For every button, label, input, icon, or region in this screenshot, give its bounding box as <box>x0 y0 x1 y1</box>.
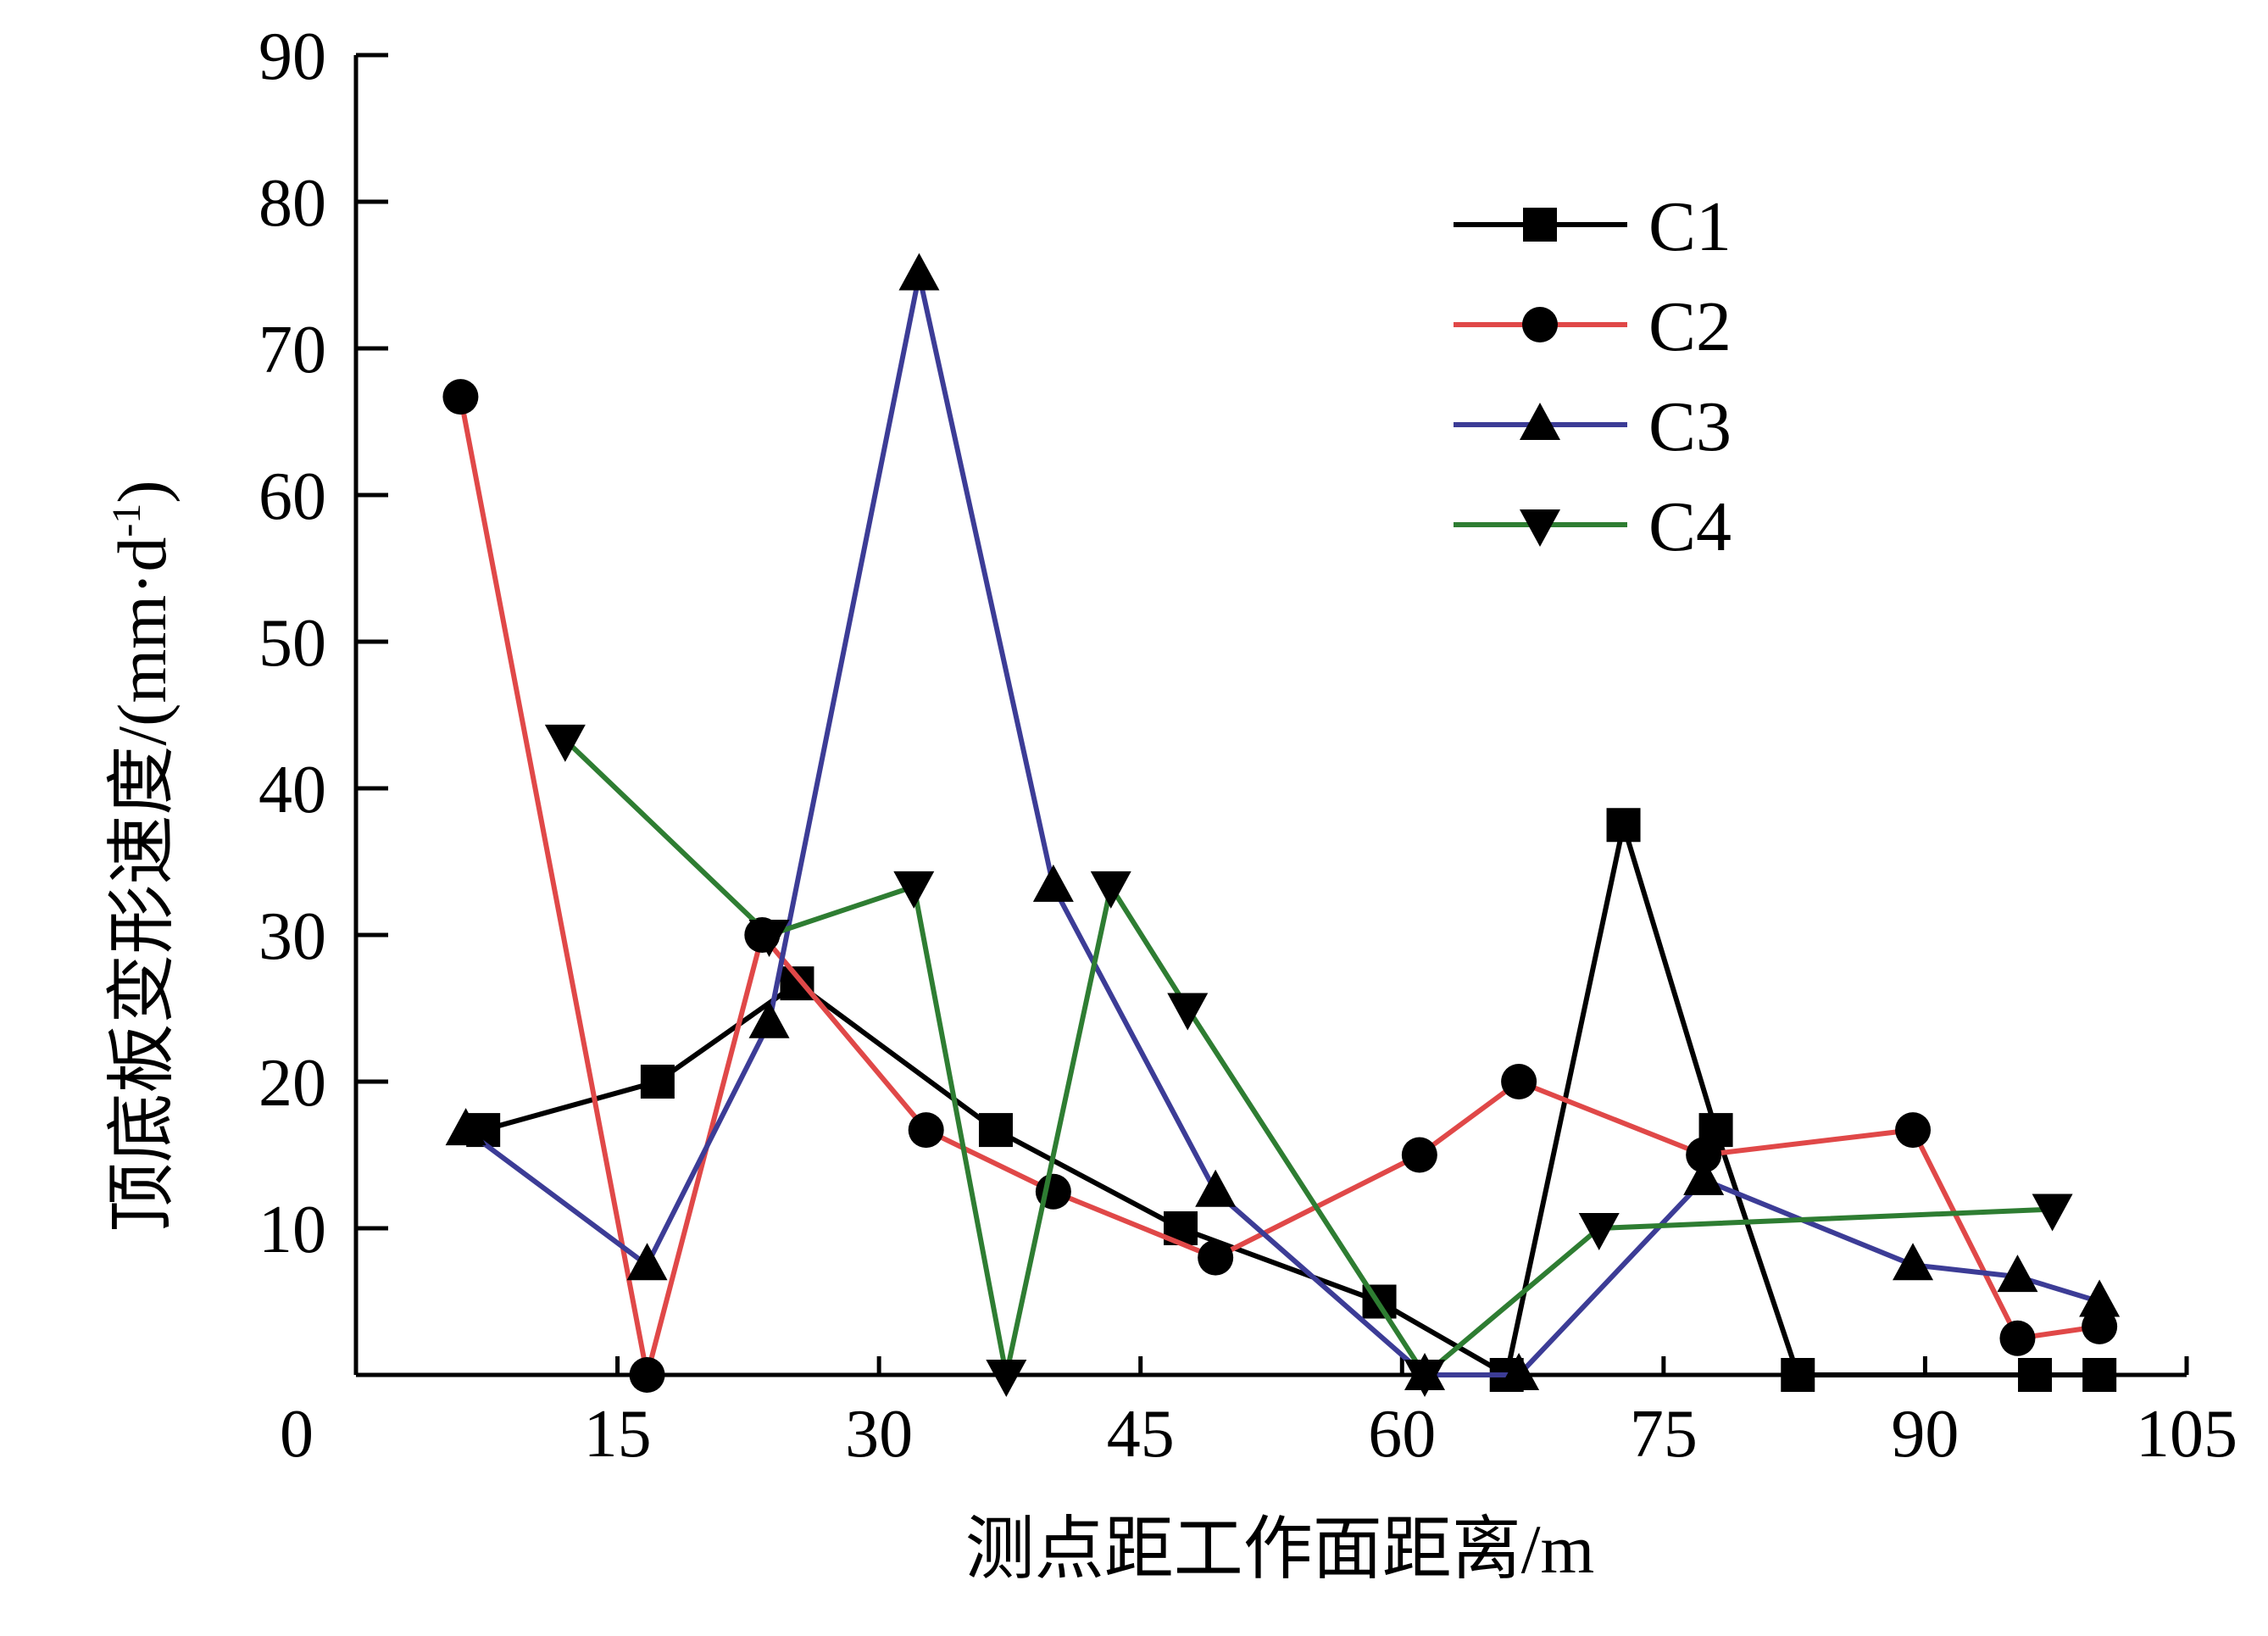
series-c3-line <box>464 272 2100 1377</box>
legend-label: C1 <box>1648 187 1732 266</box>
series-c1-point <box>978 1113 1013 1148</box>
series-c1-point <box>2018 1358 2053 1392</box>
series-c4-point <box>1090 871 1131 909</box>
series-c2-point <box>2082 1308 2118 1344</box>
series-c2-point <box>629 1357 665 1393</box>
x-tick-label: 15 <box>584 1397 652 1472</box>
series-c2-point <box>1999 1320 2036 1356</box>
x-tick-label: 45 <box>1107 1397 1175 1472</box>
legend-label: C4 <box>1648 487 1732 566</box>
series-c1-line <box>482 822 2100 1377</box>
series-c3-point <box>1997 1255 2038 1293</box>
y-axis-label: 顶底板变形速度/(mm·d-1) <box>103 480 181 1232</box>
series-c3-point <box>1498 1353 1540 1390</box>
series-c2 <box>442 379 2118 1393</box>
y-axis-label-superscript: -1 <box>104 504 149 537</box>
legend-marker <box>1522 307 1558 342</box>
series-c1-point <box>1781 1358 1815 1392</box>
series-c2-point <box>1686 1137 1722 1173</box>
y-tick-label: 80 <box>258 166 326 241</box>
series-c4-point <box>544 724 586 762</box>
y-tick-label: 20 <box>258 1046 326 1121</box>
series-c1-point <box>2082 1358 2117 1392</box>
series-c4-point <box>748 920 790 957</box>
series-c4-point <box>1404 1360 1446 1397</box>
series-c3-point <box>898 253 940 291</box>
legend-item-c4: C4 <box>1454 487 1732 566</box>
series-c3 <box>445 253 2121 1390</box>
series-c4-line <box>563 737 2053 1377</box>
y-axis-label-close: ) <box>103 480 181 503</box>
series-c1-point <box>1606 808 1641 843</box>
series-c3-point <box>1683 1157 1725 1195</box>
legend-label: C3 <box>1648 387 1732 466</box>
series-c1-point <box>640 1065 675 1099</box>
legend: C1 C2 C3 C4 <box>1454 187 1732 566</box>
series-c2-point <box>442 379 479 415</box>
x-tick-label: 105 <box>2136 1397 2237 1472</box>
series-c2-line <box>458 396 2100 1377</box>
legend-item-c2: C2 <box>1454 287 1732 366</box>
series-c1 <box>466 808 2117 1392</box>
series-c2-point <box>1401 1137 1437 1173</box>
series-c3-point <box>1893 1243 1934 1281</box>
x-tick-label: 90 <box>1891 1397 1959 1472</box>
y-tick-label: 50 <box>258 606 326 681</box>
series-c1-point <box>780 966 814 1001</box>
y-tick-label: 10 <box>258 1193 326 1267</box>
legend-marker <box>1523 208 1557 242</box>
series-c4-point <box>1578 1213 1620 1250</box>
series-c2-point <box>1198 1239 1234 1276</box>
series-c3-point <box>2079 1279 2121 1317</box>
y-tick-label: 70 <box>258 313 326 387</box>
y-tick-label: 30 <box>258 899 326 974</box>
series-c3-point <box>1195 1169 1237 1207</box>
x-axis-label: 测点距工作面距离/m <box>965 1511 1595 1588</box>
axes: 15 30 45 60 75 90 105 10 20 30 40 50 60 70 80 90 <box>258 19 2237 1472</box>
x-tick-label: 30 <box>845 1397 913 1472</box>
legend-marker <box>1520 403 1560 440</box>
series-c4-point <box>893 871 935 909</box>
legend-item-c1: C1 <box>1454 187 1732 266</box>
legend-item-c3: C3 <box>1454 387 1732 466</box>
series-c4-point <box>986 1360 1027 1397</box>
x-tick-label: 60 <box>1368 1397 1436 1472</box>
x-origin-label: 0 <box>280 1397 314 1472</box>
y-axis-label-main: 顶底板变形速度/(mm·d <box>103 537 181 1233</box>
series-c4-point <box>2032 1194 2073 1232</box>
series-c3-point <box>445 1108 486 1146</box>
series-c2-point <box>908 1112 944 1149</box>
plot-area <box>442 253 2121 1397</box>
series-c3-point <box>1032 864 1074 902</box>
series-c4 <box>544 724 2073 1397</box>
series-c3-point <box>626 1243 668 1281</box>
series-c3-point <box>748 1000 790 1038</box>
legend-marker <box>1520 509 1560 547</box>
series-c2-point <box>1895 1112 1932 1149</box>
series-c4-point <box>1167 993 1209 1031</box>
legend-label: C2 <box>1648 287 1732 366</box>
series-c2-point <box>1501 1064 1537 1099</box>
x-tick-label: 75 <box>1630 1397 1698 1472</box>
y-tick-label: 60 <box>258 459 326 534</box>
y-tick-label: 40 <box>258 753 326 827</box>
y-tick-label: 90 <box>258 19 326 94</box>
